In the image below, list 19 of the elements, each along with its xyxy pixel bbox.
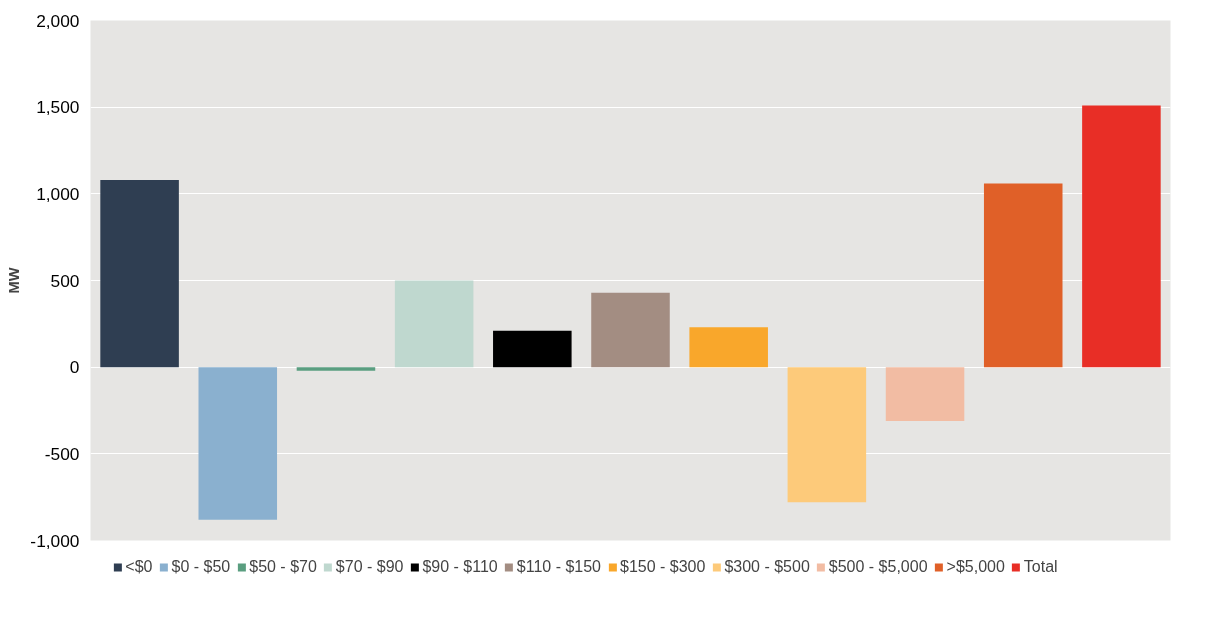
- y-tick-label: 1,000: [36, 183, 80, 204]
- legend-label: <$0: [125, 558, 153, 576]
- y-axis-title: MW: [6, 267, 23, 294]
- legend-label: $90 - $110: [422, 558, 498, 576]
- y-tick-label: -500: [44, 443, 80, 464]
- legend-label: $70 - $90: [335, 558, 404, 576]
- y-tick-label: 500: [50, 270, 80, 291]
- legend-label: Total: [1023, 558, 1058, 576]
- legend-label: $500 - $5,000: [828, 558, 928, 576]
- legend-label: $0 - $50: [171, 558, 231, 576]
- legend-label: $300 - $500: [724, 558, 810, 576]
- legend-label: $150 - $300: [619, 558, 706, 576]
- y-tick-label: 0: [69, 357, 80, 378]
- y-tick-label: 1,500: [36, 97, 80, 118]
- legend-label: $110 - $150: [516, 558, 601, 576]
- y-tick-label: -1,000: [30, 530, 80, 551]
- legend-label: $50 - $70: [249, 558, 317, 576]
- legend-label: >$5,000: [946, 558, 1005, 576]
- y-tick-label: 2,000: [36, 10, 80, 31]
